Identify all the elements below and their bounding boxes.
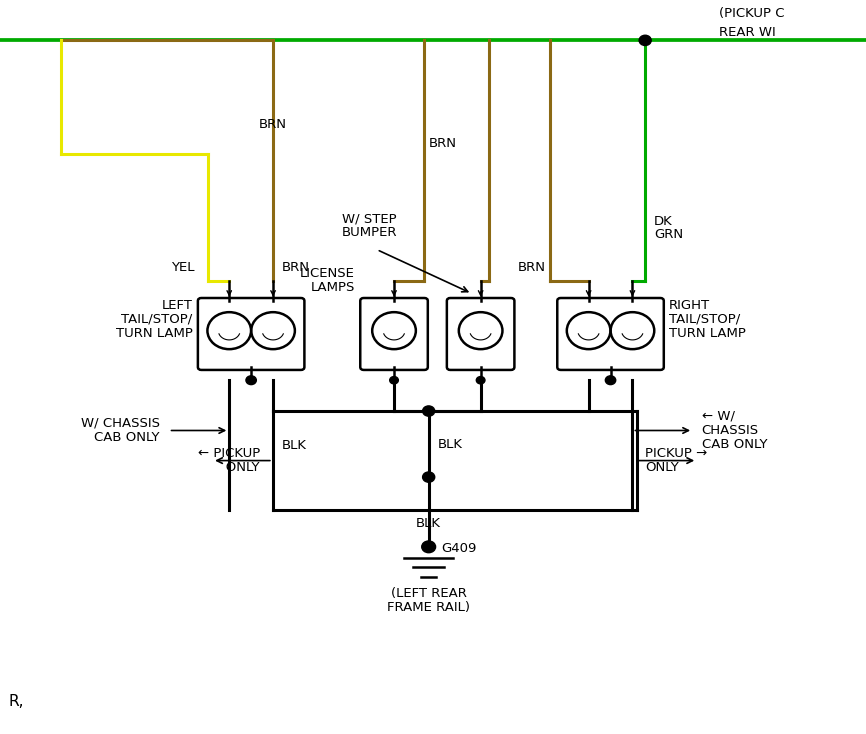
Text: BLK: BLK [437, 437, 462, 451]
Text: G409: G409 [442, 542, 477, 555]
Text: BRN: BRN [429, 137, 456, 150]
Circle shape [422, 541, 436, 553]
Text: BLK: BLK [555, 349, 580, 362]
FancyBboxPatch shape [360, 298, 428, 370]
Text: LEFT
TAIL/STOP/
TURN LAMP: LEFT TAIL/STOP/ TURN LAMP [116, 299, 192, 340]
Circle shape [246, 376, 256, 385]
Text: BLK: BLK [281, 440, 307, 452]
Text: BLK: BLK [637, 349, 662, 362]
Text: BLK: BLK [417, 517, 441, 531]
Text: RIGHT
TAIL/STOP/
TURN LAMP: RIGHT TAIL/STOP/ TURN LAMP [669, 299, 746, 340]
Text: W/ STEP
BUMPER: W/ STEP BUMPER [342, 213, 397, 239]
Text: REAR WI: REAR WI [719, 26, 776, 39]
Text: W/ CHASSIS
CAB ONLY: W/ CHASSIS CAB ONLY [81, 417, 160, 444]
Text: YEL: YEL [171, 261, 195, 274]
Text: ← PICKUP
   ONLY: ← PICKUP ONLY [197, 447, 260, 474]
FancyBboxPatch shape [558, 298, 663, 370]
Text: (LEFT REAR
FRAME RAIL): (LEFT REAR FRAME RAIL) [387, 587, 470, 614]
Circle shape [423, 406, 435, 416]
Circle shape [390, 377, 398, 384]
Text: R,: R, [9, 694, 24, 708]
Text: BLK: BLK [196, 349, 221, 362]
Text: LICENSE
LAMPS: LICENSE LAMPS [301, 266, 355, 294]
Text: BLK: BLK [277, 349, 302, 362]
Circle shape [639, 35, 651, 46]
Text: BRN: BRN [518, 261, 546, 274]
Text: DK
GRN: DK GRN [654, 215, 683, 241]
Circle shape [423, 472, 435, 482]
Text: (PICKUP C: (PICKUP C [719, 7, 785, 21]
Circle shape [476, 377, 485, 384]
Text: BLK: BLK [485, 349, 510, 362]
Text: BLK: BLK [360, 349, 385, 362]
Circle shape [605, 376, 616, 385]
FancyBboxPatch shape [197, 298, 305, 370]
Text: BRN: BRN [281, 261, 309, 274]
FancyBboxPatch shape [447, 298, 514, 370]
Text: PICKUP →
ONLY: PICKUP → ONLY [645, 447, 708, 474]
Text: BRN: BRN [259, 118, 287, 131]
Text: ← W/
CHASSIS
CAB ONLY: ← W/ CHASSIS CAB ONLY [701, 410, 767, 451]
